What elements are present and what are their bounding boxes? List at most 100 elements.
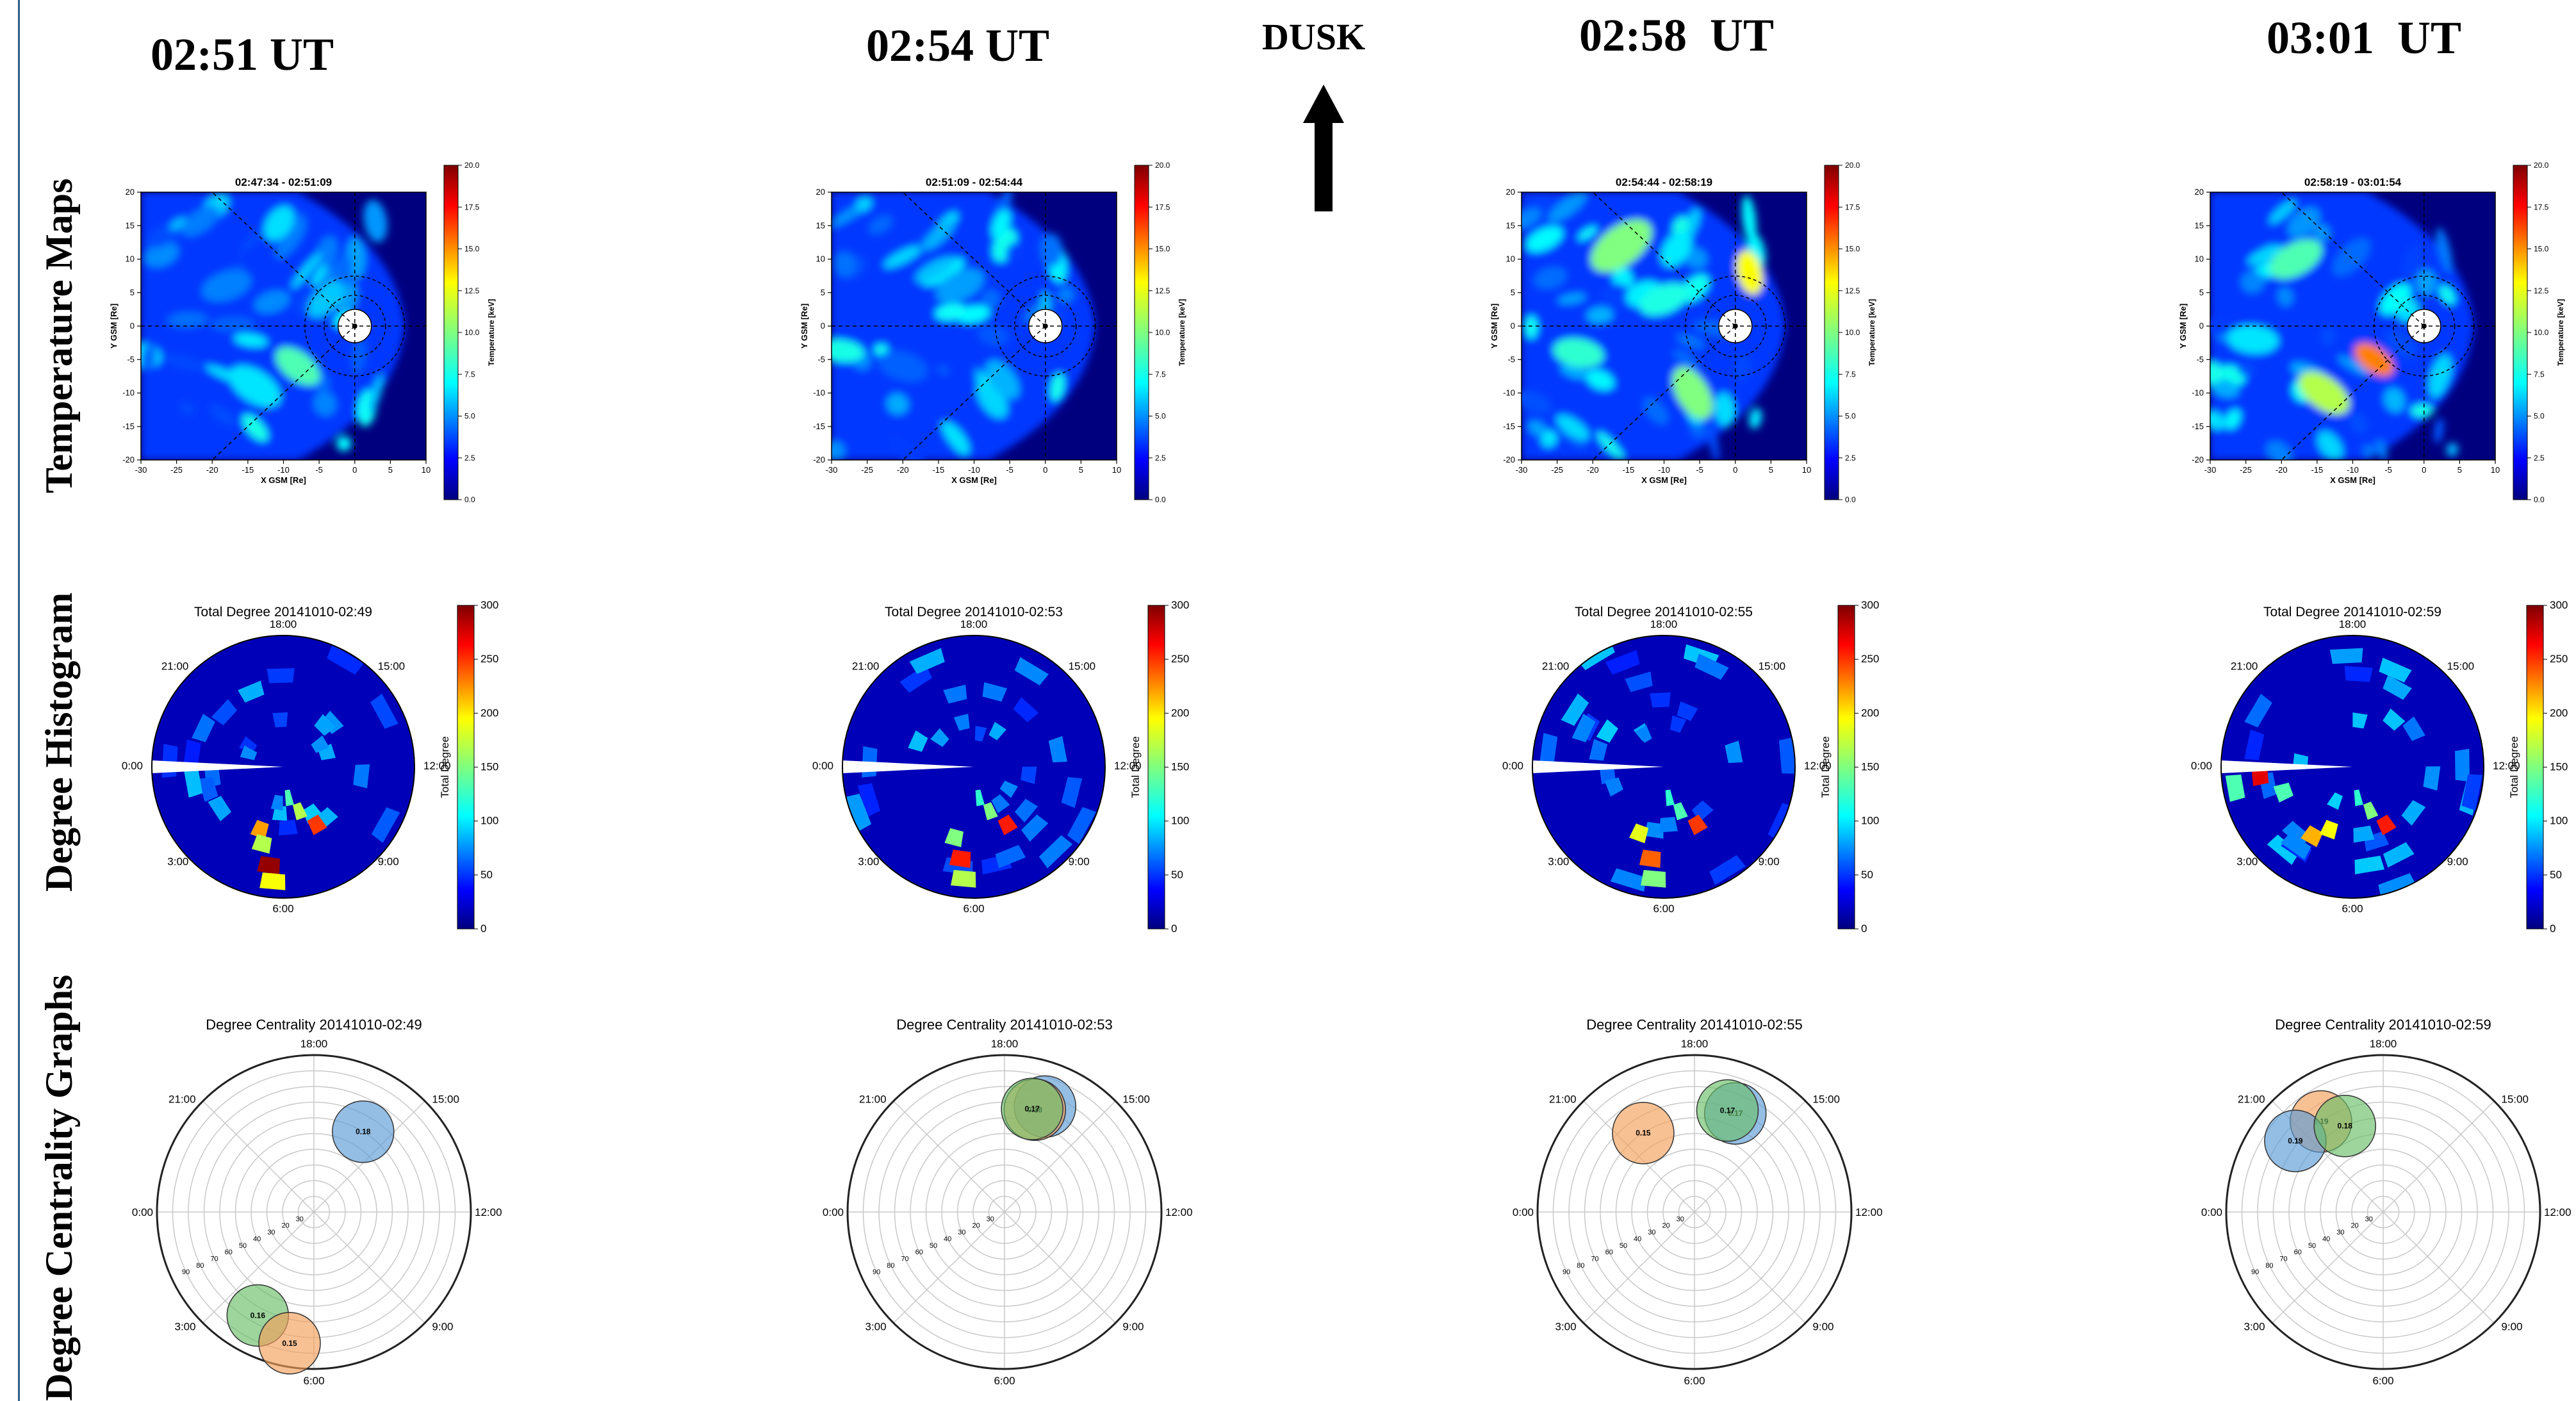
histogram-cell	[2344, 666, 2373, 682]
temperature-blob	[1560, 364, 1588, 379]
y-axis-label: Y GSM [Re]	[2178, 304, 2188, 349]
earth-center	[2421, 324, 2427, 329]
polar-rim	[846, 1054, 1163, 1370]
temperature-blob	[2436, 227, 2452, 273]
y-tick-label: -5	[127, 354, 135, 364]
temperature-blob	[234, 333, 268, 347]
clock-label: 12:00	[1165, 1206, 1193, 1218]
x-tick-label: -30	[1516, 465, 1528, 475]
histogram-cell	[278, 819, 298, 836]
sector-line	[2281, 192, 2425, 327]
histogram-hot-cell	[944, 828, 964, 848]
histogram-cell	[982, 682, 1008, 702]
colorbar-tick-label: 5.0	[1155, 412, 1166, 421]
radial-tick-label: 30	[2336, 1229, 2344, 1236]
temperature-colorbar	[1824, 165, 1839, 500]
histogram-hot-cell	[2319, 819, 2338, 840]
colorbar-tick-label: 10.0	[1155, 328, 1170, 337]
clock-label: 6:00	[1653, 903, 1674, 915]
temperature-blob	[1734, 354, 1752, 381]
y-tick-label: 10	[2195, 254, 2204, 264]
gap-wedge	[842, 760, 974, 773]
radial-tick-label: 20	[972, 1222, 980, 1230]
histogram-hot-cell	[2354, 789, 2363, 807]
histogram-hot-cell	[2273, 782, 2293, 803]
temperature-blob	[254, 290, 290, 314]
y-tick-label: -15	[1503, 422, 1515, 431]
temperature-blob	[978, 325, 1009, 346]
y-tick-label: 20	[816, 187, 825, 197]
polar-rim	[156, 1054, 472, 1370]
histogram-cell	[857, 783, 881, 817]
sector-line	[1592, 325, 1736, 460]
clock-label: 21:00	[859, 1094, 887, 1106]
histogram-cell	[1610, 868, 1646, 892]
centrality-value-label: 0.18	[2338, 1122, 2353, 1131]
temperature-blob	[2439, 285, 2456, 305]
y-tick-label: -5	[817, 354, 825, 364]
temperature-hotspot	[985, 360, 1020, 399]
temperature-hotspot	[1553, 338, 1604, 368]
histogram-hot-cell	[997, 814, 1018, 835]
temperature-blob	[2210, 318, 2232, 336]
radial-tick-label: 90	[1563, 1268, 1570, 1276]
colorbar-tick-label: 250	[1861, 653, 1879, 665]
temperature-blob	[1578, 226, 1597, 241]
y-tick-label: -20	[813, 455, 825, 464]
temperature-blob	[2384, 329, 2417, 359]
x-tick-label: 5	[2457, 465, 2462, 475]
clock-label: 21:00	[168, 1094, 196, 1106]
colorbar-tick-label: 150	[1861, 761, 1879, 773]
temperature-blob	[1596, 432, 1624, 460]
x-tick-label: -15	[932, 465, 944, 475]
colorbar-tick-label: 150	[1171, 761, 1189, 773]
histogram-hot-cell	[1629, 823, 1649, 844]
histogram-cell	[1694, 653, 1729, 680]
y-tick-label: -20	[1503, 455, 1515, 464]
temperature-hotspot	[1736, 250, 1763, 295]
colorbar-tick-label: 7.5	[464, 370, 475, 379]
radial-tick-label: 70	[210, 1255, 218, 1263]
temperature-blob	[2288, 207, 2320, 238]
temperature-map-title: 02:47:34 - 02:51:09	[235, 176, 332, 188]
colorbar-tick-label: 20.0	[2534, 161, 2549, 170]
histogram-cell	[272, 712, 288, 728]
clock-label: 9:00	[1122, 1320, 1144, 1332]
x-tick-label: -20	[897, 465, 909, 475]
temperature-blob	[869, 215, 892, 234]
temperature-blob	[209, 404, 236, 426]
temperature-blob	[363, 199, 388, 243]
histogram-cell	[989, 721, 1006, 741]
colorbar-tick-label: 17.5	[1845, 202, 1860, 211]
x-tick-label: -10	[1658, 465, 1670, 475]
colorbar-tick-label: 100	[1861, 815, 1879, 827]
colorbar-tick-label: 10.0	[464, 328, 480, 337]
temperature-blob	[2210, 411, 2226, 430]
angular-grid-line	[313, 1211, 425, 1323]
clock-label: 12:00	[2544, 1206, 2572, 1218]
histogram-cell	[267, 668, 295, 684]
x-tick-label: -30	[135, 465, 147, 475]
histogram-cell	[1021, 766, 1037, 784]
colorbar-label: Total Degree	[1129, 736, 1142, 798]
temperature-blob	[832, 339, 864, 363]
centrality-bubble	[1696, 1079, 1759, 1142]
temperature-blob	[991, 209, 1010, 239]
temperature-blob	[1714, 393, 1735, 427]
colorbar-tick-label: 2.5	[1155, 454, 1166, 463]
x-tick-label: -25	[2240, 465, 2252, 475]
clock-label: 12:00	[1804, 760, 1832, 772]
histogram-cell	[2461, 774, 2483, 811]
temperature-blob	[1599, 283, 1631, 309]
temperature-colorbar	[443, 165, 459, 500]
histogram-cell	[1013, 697, 1039, 723]
temperature-blob	[2429, 354, 2452, 398]
radial-tick-label: 40	[1634, 1235, 1641, 1243]
histogram-cell	[184, 769, 203, 798]
clock-label: 18:00	[960, 618, 988, 630]
temperature-blob	[2446, 443, 2458, 457]
histogram-cell	[1635, 725, 1652, 743]
clock-label: 18:00	[2339, 618, 2367, 630]
dusk-arrow-icon	[1303, 85, 1344, 211]
